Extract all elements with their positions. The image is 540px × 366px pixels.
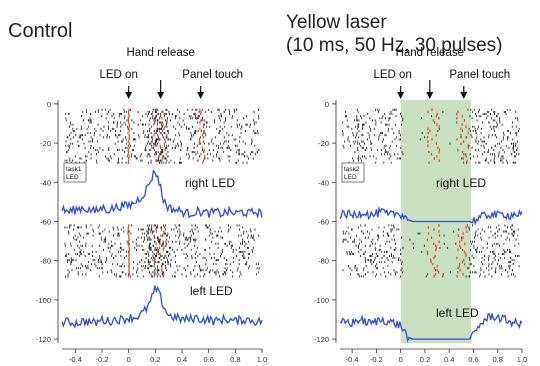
raster-block — [342, 224, 520, 278]
x-tick-label: 0 — [399, 355, 403, 364]
event-arrowhead — [397, 92, 405, 99]
raster-block — [342, 108, 520, 165]
event-label: LED on — [99, 69, 137, 81]
y-tick-label: -20 — [318, 139, 329, 148]
event-label: Hand release — [126, 47, 194, 59]
task-label: task1 — [66, 166, 82, 173]
event-label: LED on — [373, 69, 411, 81]
task-label: task2 — [344, 166, 360, 173]
y-tick-label: -120 — [314, 335, 329, 344]
x-tick-label: 0.6 — [468, 355, 478, 364]
x-tick-label: 0.8 — [230, 355, 240, 364]
y-tick-label: -100 — [314, 296, 329, 305]
task-label: LED — [66, 174, 79, 181]
x-tick-label: 0 — [127, 355, 131, 364]
series-label: right LED — [185, 176, 235, 190]
event-arrowhead — [197, 92, 205, 99]
x-tick-label: -0.2 — [96, 355, 109, 364]
x-tick-label: 0.2 — [150, 355, 160, 364]
y-tick-label: -80 — [318, 257, 329, 266]
laser-title: Yellow laser — [286, 12, 387, 33]
series-line-left-led — [339, 313, 523, 344]
task-box — [341, 162, 365, 183]
y-tick-label: 0 — [47, 100, 51, 109]
x-tick-label: 0.4 — [177, 355, 187, 364]
y-tick-label: -80 — [40, 257, 51, 266]
series-line-right-led — [339, 206, 523, 227]
y-tick-label: -60 — [40, 218, 51, 227]
panel-laser: 0 -20 -40 -60 -80 -100 -120 -0.4 -0.2 0 0.2 0.4 0.6 0… — [314, 47, 527, 364]
series-line-right-led — [61, 169, 263, 219]
x-tick-label: 0.4 — [444, 355, 454, 364]
x-tick-label: -0.4 — [346, 355, 359, 364]
y-tick-label: -60 — [318, 218, 329, 227]
raster-block — [64, 224, 260, 278]
series-label: left LED — [436, 306, 479, 320]
event-arrowhead — [157, 92, 165, 99]
series-label: left LED — [190, 284, 233, 298]
y-tick-label: -40 — [318, 178, 329, 187]
y-tick-label: -120 — [36, 335, 51, 344]
event-label: Panel touch — [182, 69, 243, 81]
raster-block — [64, 108, 260, 165]
x-tick-label: 1.0 — [517, 355, 527, 364]
x-tick-label: -0.2 — [370, 355, 383, 364]
y-tick-label: 0 — [325, 100, 329, 109]
x-tick-label: 1.0 — [257, 355, 267, 364]
task-label: LED — [344, 174, 357, 181]
x-tick-label: 0.8 — [493, 355, 503, 364]
event-label: Panel touch — [449, 69, 510, 81]
event-arrowhead — [460, 92, 468, 99]
series-label: right LED — [436, 176, 486, 190]
x-tick-label: 0.6 — [203, 355, 213, 364]
control-title: Control — [8, 20, 73, 42]
panel-control: 0 -20 -40 -60 -80 -100 -120 -0.4 -0.2 0 0.2 0.4 0.6 0… — [36, 47, 267, 364]
y-tick-label: -40 — [40, 178, 51, 187]
series-line-left-led — [61, 285, 263, 329]
task-box — [63, 162, 87, 183]
x-tick-label: 0.2 — [420, 355, 430, 364]
event-arrowhead — [125, 92, 133, 99]
y-tick-label: -100 — [36, 296, 51, 305]
event-label: Hand release — [396, 47, 464, 59]
y-tick-label: -20 — [40, 139, 51, 148]
event-arrowhead — [426, 92, 434, 99]
x-tick-label: -0.4 — [69, 355, 82, 364]
laser-subtitle: (10 ms, 50 Hz, 30 pulses) — [286, 35, 503, 56]
